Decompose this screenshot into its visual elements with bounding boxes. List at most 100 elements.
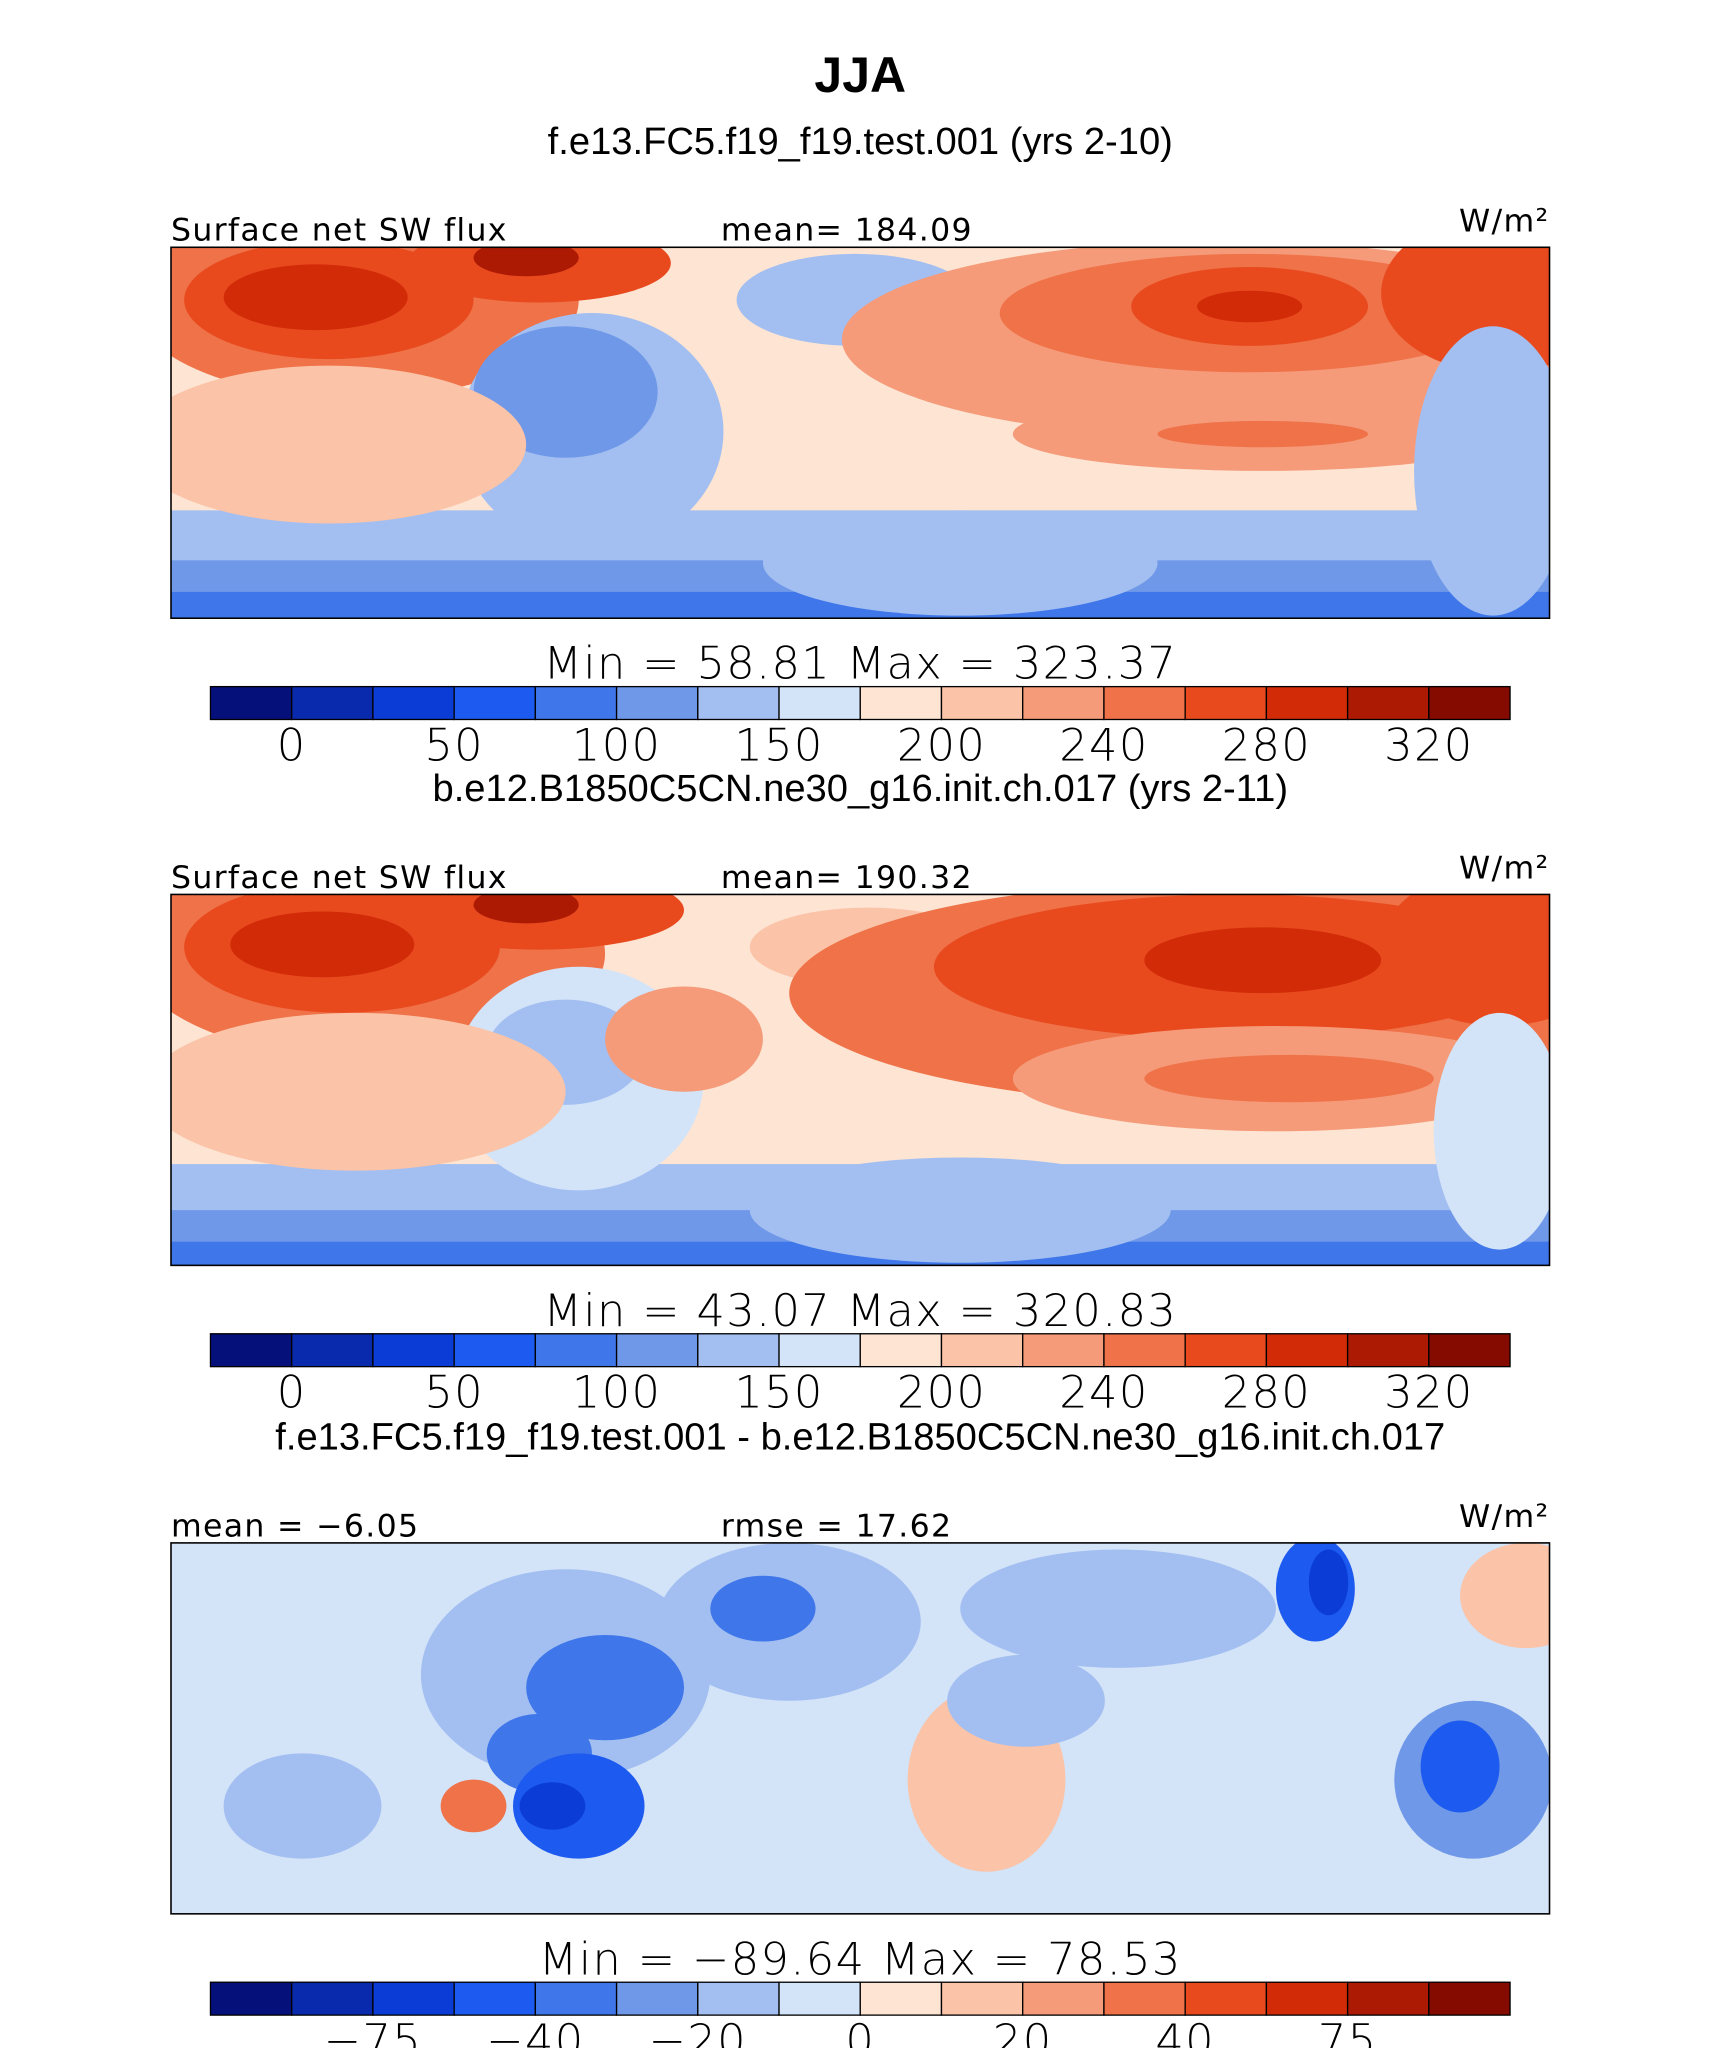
colorbar-box bbox=[291, 1333, 374, 1368]
panel-left-label: Surface net SW flux bbox=[171, 213, 508, 249]
colorbar-box bbox=[453, 1981, 537, 2016]
panel-left-label: mean = −6.05 bbox=[171, 1508, 419, 1544]
map-region bbox=[1197, 290, 1303, 323]
panel-subtitle: f.e13.FC5.f19_f19.test.001 (yrs 2-10) bbox=[548, 120, 1173, 163]
colorbar-box bbox=[1184, 1333, 1268, 1368]
panel-center-label: rmse = 17.62 bbox=[721, 1508, 953, 1544]
colorbar-box bbox=[940, 685, 1024, 721]
map-region bbox=[1420, 1720, 1500, 1813]
map-field bbox=[171, 247, 1550, 619]
colorbar-label: 200 bbox=[897, 1365, 986, 1418]
map-region bbox=[1460, 1542, 1550, 1649]
panel-center-label: mean= 184.09 bbox=[721, 213, 973, 249]
map-region bbox=[526, 1634, 684, 1741]
colorbar-label: 240 bbox=[1059, 1365, 1148, 1418]
map-region bbox=[749, 1157, 1171, 1263]
map-frame bbox=[170, 893, 1551, 1267]
colorbar-label: 100 bbox=[572, 1365, 661, 1418]
colorbar-box bbox=[209, 1981, 293, 2016]
map-region bbox=[223, 264, 408, 331]
colorbar-box bbox=[1022, 1333, 1105, 1368]
colorbar-box bbox=[372, 685, 455, 721]
colorbar-box bbox=[778, 1333, 861, 1368]
map-region bbox=[1157, 420, 1368, 448]
colorbar-label: 200 bbox=[897, 718, 986, 771]
colorbar-box bbox=[1346, 1981, 1430, 2016]
colorbar-box bbox=[1103, 685, 1186, 721]
colorbar-box bbox=[697, 1333, 780, 1368]
map-region bbox=[605, 986, 763, 1092]
colorbar-label: 20 bbox=[993, 2014, 1053, 2048]
colorbar-box bbox=[1103, 1333, 1186, 1368]
colorbar-box bbox=[615, 685, 699, 721]
map-region bbox=[171, 1012, 566, 1171]
map-frame bbox=[170, 1542, 1551, 1915]
colorbar-box bbox=[859, 685, 943, 721]
map-field bbox=[171, 894, 1550, 1266]
colorbar-box bbox=[453, 1333, 537, 1368]
colorbar-box bbox=[1346, 1333, 1430, 1368]
map-region bbox=[440, 1779, 507, 1833]
min-max: Min = 43.07 Max = 320.83 bbox=[543, 1284, 1177, 1337]
map-region bbox=[1414, 326, 1550, 616]
colorbar-label: 240 bbox=[1059, 718, 1148, 771]
colorbar-box bbox=[291, 685, 374, 721]
colorbar-label: 320 bbox=[1384, 1365, 1473, 1418]
colorbar-label: 0 bbox=[277, 1365, 307, 1418]
colorbar-box bbox=[1265, 1981, 1349, 2016]
map-region bbox=[1433, 1012, 1550, 1250]
map-region bbox=[947, 1654, 1105, 1747]
map-region bbox=[223, 1753, 382, 1859]
colorbar-box bbox=[940, 1333, 1024, 1368]
colorbar-box bbox=[1428, 1981, 1511, 2016]
colorbar-box bbox=[1022, 685, 1105, 721]
colorbar-label: 75 bbox=[1318, 2014, 1378, 2048]
colorbar-box bbox=[1265, 685, 1349, 721]
colorbar-label: 40 bbox=[1155, 2014, 1215, 2048]
colorbar-box bbox=[209, 1333, 293, 1368]
colorbar-box bbox=[859, 1981, 943, 2016]
map-field bbox=[171, 1542, 1550, 1914]
colorbar-box bbox=[615, 1981, 699, 2016]
panel-units: W/m² bbox=[1459, 204, 1549, 240]
panel-units: W/m² bbox=[1459, 1499, 1549, 1535]
map-region bbox=[710, 1575, 816, 1642]
colorbar-label: −20 bbox=[649, 2014, 747, 2048]
colorbar-label: −75 bbox=[324, 2014, 422, 2048]
colorbar-box bbox=[534, 1981, 618, 2016]
map-region bbox=[1144, 927, 1382, 994]
colorbar-label: 100 bbox=[572, 718, 661, 771]
map-region bbox=[171, 365, 527, 524]
panel-subtitle: b.e12.B1850C5CN.ne30_g16.init.ch.017 (yr… bbox=[432, 767, 1288, 810]
colorbar-box bbox=[697, 1981, 780, 2016]
map-region bbox=[1308, 1549, 1349, 1616]
colorbar-box bbox=[778, 1981, 861, 2016]
colorbar-label: 50 bbox=[424, 718, 484, 771]
map-region bbox=[1381, 894, 1550, 1026]
colorbar-box bbox=[291, 1981, 374, 2016]
min-max: Min = −89.64 Max = 78.53 bbox=[539, 1932, 1182, 1985]
colorbar-box bbox=[209, 685, 293, 721]
colorbar-box bbox=[1103, 1981, 1186, 2016]
colorbar-label: 0 bbox=[845, 2014, 875, 2048]
colorbar-box bbox=[1346, 685, 1430, 721]
colorbar-label: 150 bbox=[734, 1365, 823, 1418]
colorbar-box bbox=[534, 1333, 618, 1368]
colorbar-box bbox=[1184, 1981, 1268, 2016]
colorbar-box bbox=[778, 685, 861, 721]
colorbar-box bbox=[697, 685, 780, 721]
colorbar-box bbox=[615, 1333, 699, 1368]
map-region bbox=[473, 247, 579, 277]
colorbar-label: 280 bbox=[1222, 718, 1311, 771]
colorbar-label: 280 bbox=[1222, 1365, 1311, 1418]
colorbar-box bbox=[940, 1981, 1024, 2016]
colorbar-box bbox=[1265, 1333, 1349, 1368]
panel-center-label: mean= 190.32 bbox=[721, 860, 973, 896]
map-frame bbox=[170, 246, 1551, 620]
colorbar-box bbox=[1184, 685, 1268, 721]
colorbar-label: 50 bbox=[424, 1365, 484, 1418]
colorbar-box bbox=[859, 1333, 943, 1368]
colorbar-label: −40 bbox=[486, 2014, 584, 2048]
figure-title: JJA bbox=[814, 47, 906, 103]
